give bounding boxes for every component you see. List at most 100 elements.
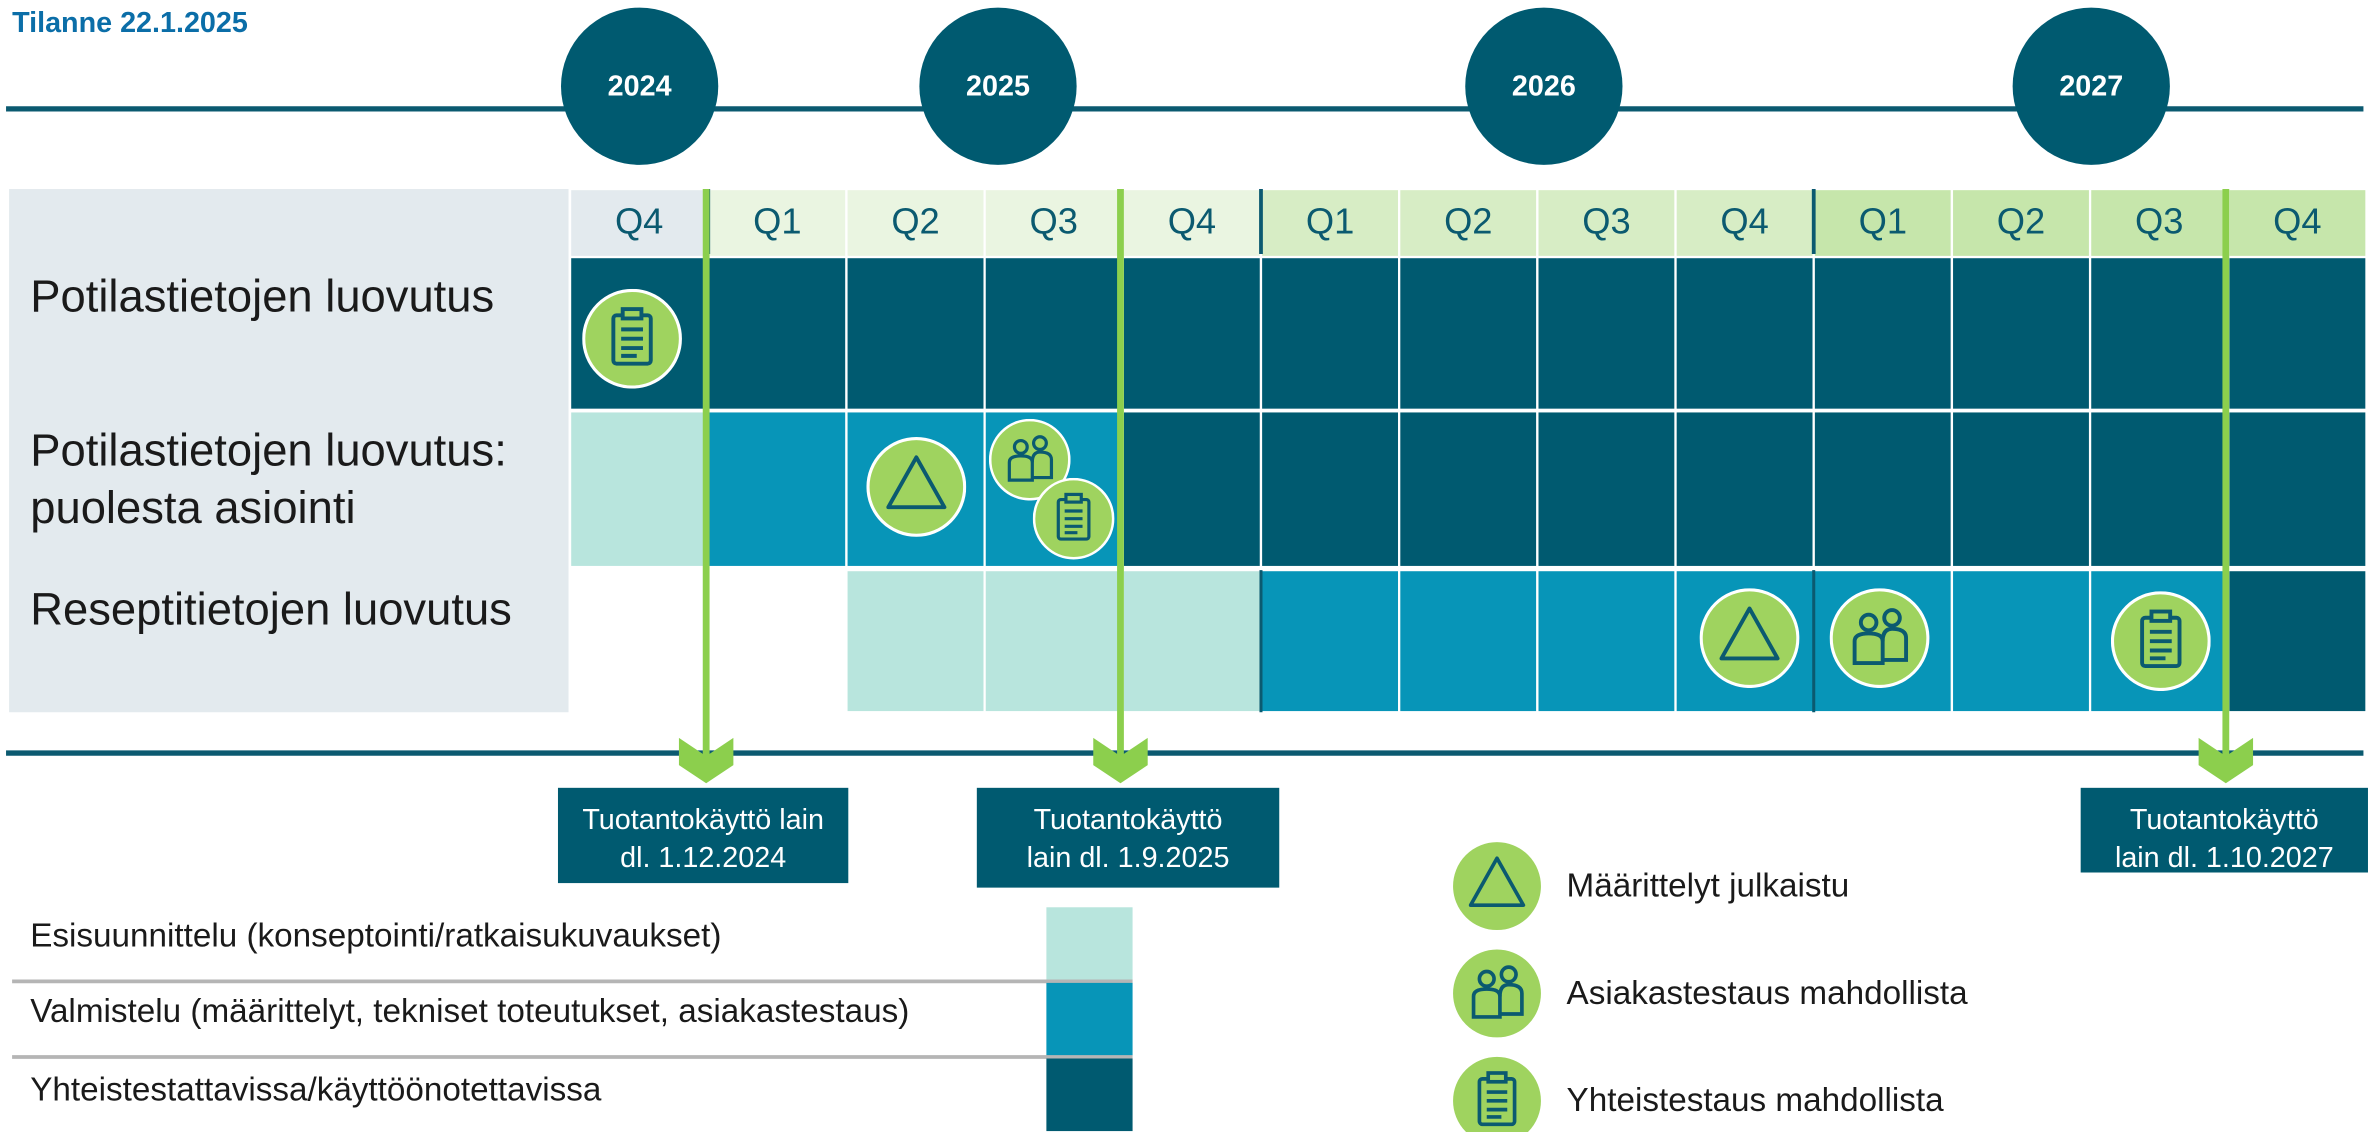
phase-cell — [2088, 410, 2230, 569]
legend-icon — [1450, 839, 1544, 933]
phase-cell — [983, 255, 1124, 411]
phase-cell — [1121, 255, 1263, 411]
icon-yhteistestaus — [1032, 477, 1115, 560]
phase-cell — [2227, 255, 2368, 411]
quarter-label: Q3 — [1030, 200, 1078, 241]
quarter-header — [1536, 187, 1677, 259]
phase-legend-text: Yhteistestattavissa/käyttöönotettavissa — [30, 1072, 602, 1109]
phase-cell — [1536, 410, 1677, 569]
phase-legend-text: Valmistelu (määrittelyt, tekniset toteut… — [30, 993, 909, 1030]
milestone-text: Tuotantokäyttö lain dl. 1.9.2025 — [1027, 804, 1230, 874]
quarter-label: Q4 — [1720, 200, 1768, 241]
phase-cell — [1812, 410, 1954, 569]
status-title: Tilanne 22.1.2025 — [12, 7, 248, 39]
year-circle — [560, 7, 719, 165]
deadline-arrow — [2198, 737, 2254, 784]
legend-icon — [1450, 946, 1544, 1041]
phase-cell — [1398, 410, 1539, 569]
phase-cell — [1259, 410, 1401, 569]
phase-cell — [983, 568, 1124, 714]
quarter-label: Q2 — [891, 200, 939, 241]
icon-yhteistestaus — [2110, 591, 2211, 692]
icon-legend-text: Yhteistestaus mahdollista — [1567, 1082, 1945, 1119]
quarter-label: Q4 — [2273, 200, 2321, 241]
icon-legend-text: Asiakastestaus mahdollista — [1567, 975, 1969, 1012]
phase-cell — [1121, 568, 1263, 714]
milestone-text-line: Tuotantokäyttö lain — [582, 804, 824, 836]
phase-cell — [2227, 410, 2368, 569]
phase-cell — [1536, 255, 1677, 411]
row-label-line: Potilastietojen luovutus: — [30, 425, 507, 476]
quarter-label: Q1 — [1306, 200, 1354, 241]
phase-cell — [707, 410, 848, 569]
phase-swatch — [1046, 907, 1133, 980]
quarter-label: Q2 — [1997, 200, 2045, 241]
phase-cell — [1536, 568, 1677, 714]
row-label: Potilastietojen luovutus: puolesta asioin… — [30, 425, 507, 533]
milestone-text-line: Tuotantokäyttö — [2130, 804, 2319, 836]
phase-cell — [1674, 410, 1815, 569]
milestone-box — [2080, 787, 2368, 873]
milestone-text-line: lain dl. 1.9.2025 — [1027, 841, 1230, 873]
phase-cell — [1398, 568, 1539, 714]
icon-maarittelyt — [866, 437, 967, 537]
phase-cell — [1812, 255, 1954, 411]
content: Q4 Q1 Q2 Q3 Q4 Q1 Q2 Q3 Q4 Q1 Q2 Q3 Q4 Potilastietoje… — [12, 7, 2368, 1132]
phase-cell — [845, 568, 986, 714]
milestone-text-line: lain dl. 1.10.2027 — [2115, 841, 2334, 873]
quarter-label: Q3 — [2135, 200, 2183, 241]
deadline-arrow — [678, 737, 734, 784]
quarter-header — [1674, 187, 1815, 259]
milestone-text-line: Tuotantokäyttö — [1034, 804, 1223, 836]
phase-cell — [1259, 568, 1401, 714]
milestone-text: Tuotantokäyttö lain dl. 1.10.2027 — [2115, 804, 2334, 874]
year-circle — [1465, 7, 1623, 165]
empty-cell — [570, 570, 709, 713]
year-circle — [919, 7, 1077, 165]
phase-cell — [568, 410, 710, 569]
row-label-line: Reseptitietojen luovutus — [30, 583, 512, 634]
quarter-header — [1398, 187, 1539, 259]
quarter-label: Q1 — [1859, 200, 1907, 241]
phase-cell — [845, 255, 986, 411]
milestone-text: Tuotantokäyttö lain dl. 1.12.2024 — [582, 804, 824, 874]
phase-cell — [1398, 255, 1539, 411]
deadline-arrow — [1093, 737, 1148, 784]
icon-maarittelyt — [1699, 588, 1800, 689]
year-circle — [2012, 7, 2170, 165]
quarter-header — [568, 187, 710, 259]
phase-swatch — [1046, 982, 1133, 1056]
legend-icon — [1450, 1053, 1544, 1132]
quarter-label: Q4 — [615, 200, 663, 241]
milestone-box — [557, 787, 849, 884]
row-label-line: puolesta asiointi — [30, 482, 355, 533]
quarter-label: Q2 — [1444, 200, 1492, 241]
quarter-label: Q1 — [753, 200, 801, 241]
icon-legend-text: Määrittelyt julkaistu — [1567, 867, 1850, 904]
icon-yhteistestaus — [582, 288, 682, 389]
phase-cell — [2088, 255, 2230, 411]
year-label: 2026 — [1512, 70, 1576, 102]
quarter-label: Q4 — [1168, 200, 1216, 241]
phase-cell — [1121, 410, 1263, 569]
row-label-line: Potilastietojen luovutus — [30, 270, 494, 321]
phase-cell — [1950, 568, 2092, 714]
year-label: 2025 — [966, 70, 1030, 102]
phase-cell — [2227, 568, 2368, 714]
row-label: Potilastietojen luovutus — [30, 270, 494, 321]
quarter-header — [1950, 187, 2092, 259]
label-column — [9, 189, 569, 713]
phase-cell — [1950, 255, 2092, 411]
year-label: 2027 — [2059, 70, 2123, 102]
phase-cell — [1950, 410, 2092, 569]
row-label: Reseptitietojen luovutus — [30, 583, 512, 634]
phase-swatch — [1046, 1058, 1133, 1132]
icon-asiakastestaus — [1829, 588, 1930, 689]
phase-cell — [1259, 255, 1401, 411]
quarter-label: Q3 — [1582, 200, 1630, 241]
quarter-header — [2088, 187, 2230, 259]
year-label: 2024 — [608, 70, 672, 102]
phase-cell — [707, 255, 848, 411]
